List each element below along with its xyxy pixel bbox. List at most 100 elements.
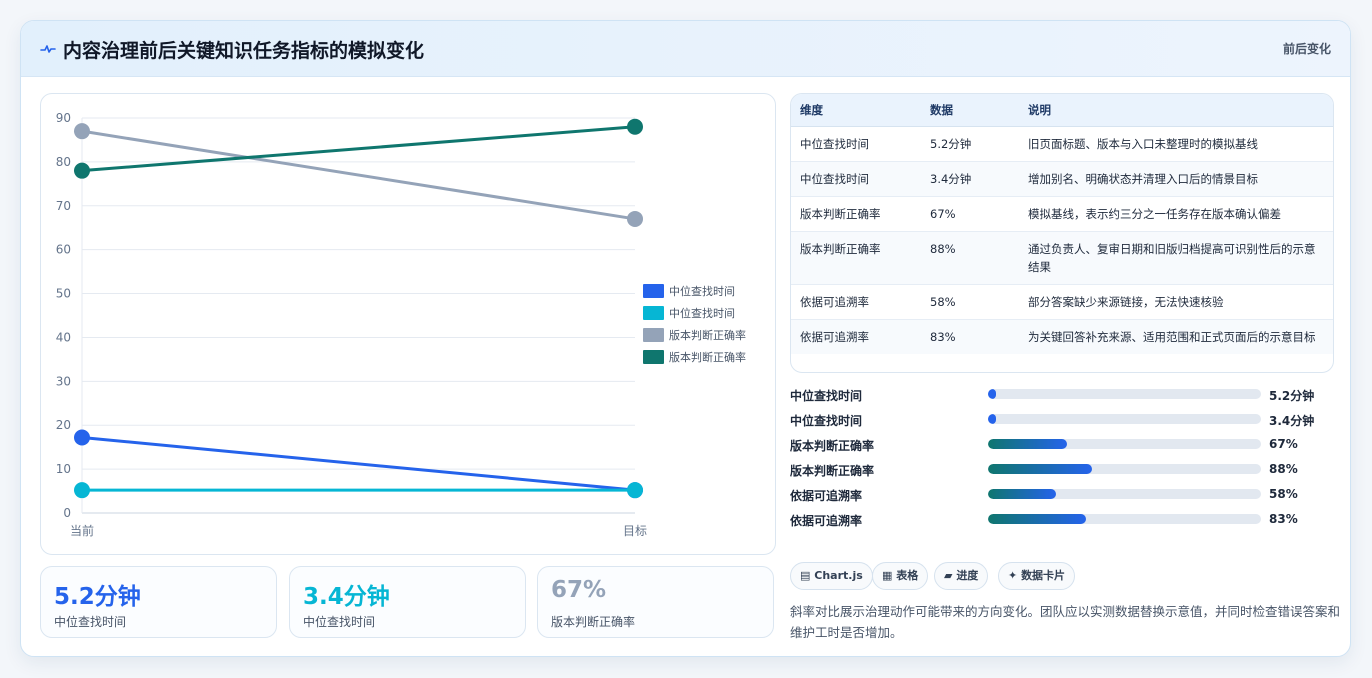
chip-label: 数据卡片 — [1021, 569, 1066, 582]
chip-label: 表格 — [896, 569, 919, 582]
table-cell: 增加别名、明确状态并清理入口后的情景目标 — [1019, 161, 1333, 197]
y-tick-label: 20 — [56, 418, 71, 432]
chart-icon: ▤ — [800, 569, 811, 582]
legend-label: 中位查找时间 — [669, 284, 735, 298]
column-header: 数据 — [921, 94, 1019, 127]
progress-value: 3.4分钟 — [1269, 414, 1315, 428]
progress-label: 版本判断正确率 — [790, 439, 875, 453]
progress-label: 依据可追溯率 — [790, 514, 863, 528]
kpi-value: 67% — [551, 577, 607, 603]
kpi-value: 3.4分钟 — [303, 584, 390, 610]
table-row: 中位查找时间 5.2分钟 旧页面标题、版本与入口未整理时的模拟基线 — [791, 126, 1333, 162]
progress-row: 版本判断正确率 67% — [790, 433, 1334, 458]
legend-label: 中位查找时间 — [669, 306, 735, 320]
progress-fill — [988, 389, 997, 399]
progress-row: 依据可追溯率 83% — [790, 508, 1334, 533]
table-row: 依据可追溯率 58% 部分答案缺少来源链接，无法快速核验 — [791, 284, 1333, 320]
kpi-card-1: 5.2分钟 中位查找时间 — [40, 566, 277, 638]
progress-list: 中位查找时间 5.2分钟 中位查找时间 3.4分钟 版本判断正确率 67% 版本… — [790, 383, 1334, 533]
chip-label: Chart.js — [814, 569, 863, 582]
y-tick-label: 30 — [56, 374, 71, 388]
progress-row: 版本判断正确率 88% — [790, 458, 1334, 483]
progress-fill — [988, 464, 1092, 474]
kpi-label: 版本判断正确率 — [551, 615, 636, 629]
chip-table[interactable]: ▦ 表格 — [872, 562, 929, 590]
table-cell: 88% — [921, 231, 1019, 285]
table-header-row: 维度 数据 说明 — [791, 94, 1333, 127]
legend-swatch — [643, 306, 664, 320]
legend-swatch — [643, 328, 664, 342]
table-cell: 依据可追溯率 — [791, 319, 921, 354]
table-cell: 模拟基线，表示约三分之一任务存在版本确认偏差 — [1019, 196, 1333, 232]
y-tick-label: 0 — [63, 506, 71, 520]
progress-fill — [988, 514, 1087, 524]
progress-track — [988, 414, 1261, 424]
y-tick-label: 90 — [56, 111, 71, 125]
chip-progress[interactable]: ▰ 进度 — [934, 562, 989, 590]
data-point — [74, 162, 90, 179]
slope-chart: 0 10 20 30 40 50 60 70 80 90 当前 目标 中位查找时间 中位查找时间 版本判断正… — [40, 93, 776, 555]
table-cell: 版本判断正确率 — [791, 231, 921, 285]
data-point — [74, 482, 90, 499]
table-cell: 部分答案缺少来源链接，无法快速核验 — [1019, 284, 1333, 320]
table-row: 版本判断正确率 88% 通过负责人、复审日期和旧版归档提高可识别性后的示意结果 — [791, 231, 1333, 285]
page-title: 内容治理前后关键知识任务指标的模拟变化 — [63, 40, 425, 62]
chip-data-card[interactable]: ✦ 数据卡片 — [998, 562, 1076, 590]
data-point — [74, 123, 90, 140]
series-line — [81, 436, 636, 492]
y-tick-label: 60 — [56, 243, 71, 257]
progress-value: 67% — [1269, 437, 1298, 451]
progress-fill — [988, 414, 997, 424]
legend-label: 版本判断正确率 — [669, 350, 746, 364]
table-cell: 依据可追溯率 — [791, 284, 921, 320]
progress-value: 5.2分钟 — [1269, 389, 1315, 403]
header-badge: 前后变化 — [1282, 42, 1331, 56]
data-point — [74, 429, 90, 446]
table-cell: 3.4分钟 — [921, 161, 1019, 197]
chip-label: 进度 — [956, 569, 979, 582]
series-line — [81, 129, 636, 221]
table-cell: 中位查找时间 — [791, 126, 921, 162]
y-tick-label: 40 — [56, 330, 71, 344]
x-tick-label: 当前 — [70, 523, 94, 538]
progress-row: 中位查找时间 5.2分钟 — [790, 383, 1334, 408]
progress-value: 83% — [1269, 512, 1298, 526]
table-icon: ▦ — [882, 569, 893, 582]
progress-label: 依据可追溯率 — [790, 489, 863, 503]
column-header: 维度 — [791, 94, 921, 127]
data-table: 维度 数据 说明 中位查找时间 5.2分钟 旧页面标题、版本与入口未整理时的模拟… — [790, 93, 1334, 373]
progress-value: 88% — [1269, 462, 1298, 476]
progress-track — [988, 489, 1261, 499]
progress-track — [988, 464, 1261, 474]
kpi-label: 中位查找时间 — [303, 615, 376, 629]
legend-swatch — [643, 284, 664, 298]
pulse-icon — [40, 45, 56, 53]
kpi-value: 5.2分钟 — [54, 584, 141, 610]
kpi-card-2: 3.4分钟 中位查找时间 — [289, 566, 526, 638]
table-row: 版本判断正确率 67% 模拟基线，表示约三分之一任务存在版本确认偏差 — [791, 196, 1333, 232]
progress-track — [988, 514, 1261, 524]
table-cell: 83% — [921, 319, 1019, 354]
progress-track — [988, 439, 1261, 449]
legend-swatch — [643, 350, 664, 364]
series-line — [81, 125, 636, 173]
table-cell: 为关键回答补充来源、适用范围和正式页面后的示意目标 — [1019, 319, 1333, 354]
column-header: 说明 — [1019, 94, 1333, 127]
legend-label: 版本判断正确率 — [669, 328, 746, 342]
sparkle-icon: ✦ — [1008, 569, 1018, 582]
kpi-card-3: 67% 版本判断正确率 — [537, 566, 774, 638]
progress-value: 58% — [1269, 487, 1298, 501]
chip-chartjs[interactable]: ▤ Chart.js — [790, 562, 873, 590]
progress-fill — [988, 439, 1068, 449]
progress-icon: ▰ — [944, 569, 953, 582]
data-point — [627, 210, 643, 227]
y-tick-label: 70 — [56, 199, 71, 213]
table-cell: 5.2分钟 — [921, 126, 1019, 162]
progress-row: 依据可追溯率 58% — [790, 483, 1334, 508]
progress-fill — [988, 489, 1057, 499]
card-header: 内容治理前后关键知识任务指标的模拟变化 前后变化 — [21, 21, 1350, 77]
progress-label: 版本判断正确率 — [790, 464, 875, 478]
data-point — [627, 482, 643, 499]
table-cell: 通过负责人、复审日期和旧版归档提高可识别性后的示意结果 — [1019, 231, 1333, 285]
kpi-label: 中位查找时间 — [54, 615, 127, 629]
